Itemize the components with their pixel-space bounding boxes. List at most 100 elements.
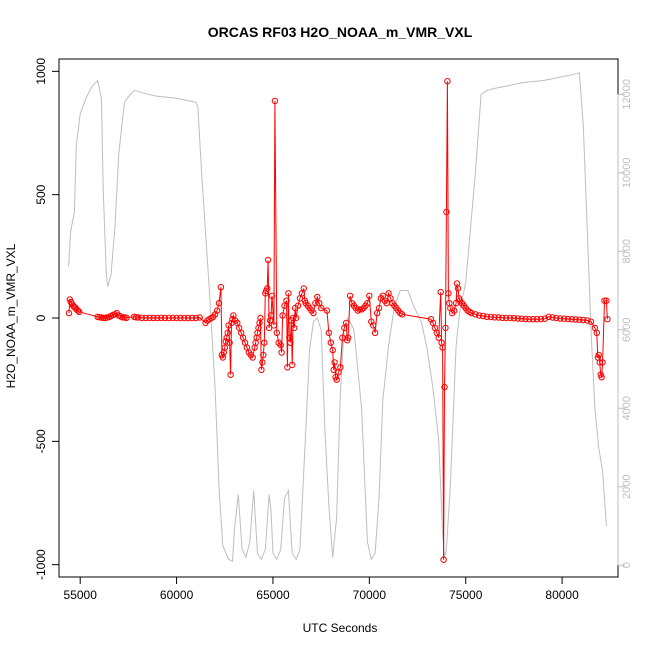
data-point (318, 304, 325, 312)
data-point (356, 306, 363, 313)
data-point (518, 315, 525, 322)
data-point (227, 371, 234, 378)
data-point (491, 314, 498, 321)
data-point (323, 307, 331, 314)
data-point (442, 324, 449, 332)
data-point (181, 314, 188, 322)
data-point (278, 349, 285, 356)
data-point (150, 314, 157, 322)
data-point (314, 293, 321, 301)
data-point (173, 314, 180, 322)
data-point (138, 314, 146, 321)
data-point (371, 329, 379, 336)
data-point (294, 302, 302, 309)
data-point (437, 288, 444, 296)
data-point (184, 314, 192, 322)
data-point (192, 314, 200, 322)
y-tick-label: 500 (34, 184, 48, 204)
data-point (249, 354, 256, 361)
data-point (226, 339, 233, 346)
data-point (291, 324, 298, 332)
data-point (451, 307, 458, 314)
data-point (100, 314, 107, 321)
data-point (476, 312, 483, 319)
primary-series-layer (65, 78, 611, 563)
data-point (495, 314, 502, 321)
data-point (261, 339, 268, 346)
y2-tick-label: 0 (621, 562, 633, 568)
data-point (483, 313, 491, 320)
y-tick-label: 1000 (34, 58, 48, 85)
data-point (468, 309, 475, 317)
data-point (258, 366, 265, 373)
data-point (221, 344, 229, 351)
axes-layer: 55000 60000 65000 70000 75000 80000-1000-5000… (34, 58, 633, 602)
data-point (154, 314, 161, 322)
data-point (564, 315, 572, 323)
data-point (229, 316, 236, 323)
data-point (257, 314, 264, 322)
data-point (277, 341, 284, 349)
data-point (472, 311, 479, 318)
data-point (310, 309, 317, 317)
data-point (514, 315, 521, 322)
data-point (146, 314, 153, 321)
data-point (454, 285, 462, 292)
data-point (576, 316, 583, 323)
data-point (259, 359, 266, 366)
data-point (537, 315, 545, 323)
data-point (123, 314, 130, 321)
data-point (211, 311, 219, 318)
x-tick-label: 80000 (545, 588, 579, 602)
data-point (300, 285, 307, 292)
x-tick-label: 75000 (449, 588, 483, 602)
data-point (325, 329, 333, 336)
data-point (503, 314, 510, 322)
data-point (273, 329, 280, 336)
y2-tick-label: 12000 (621, 79, 633, 110)
data-point (443, 208, 450, 216)
data-point (217, 284, 225, 291)
data-point (370, 322, 377, 329)
data-point (596, 359, 603, 366)
data-point (343, 319, 350, 327)
data-point (337, 364, 344, 371)
data-point (584, 317, 591, 324)
secondary-series-layer (68, 72, 607, 563)
y2-axis: 0 2000 4000 6000 8000 10000 12000 (617, 79, 633, 568)
data-point (265, 324, 273, 332)
data-point (312, 300, 319, 307)
data-point (287, 339, 294, 346)
data-point (330, 366, 337, 373)
data-point (289, 361, 296, 369)
y-axis-label: H2O_NOAA_m_VMR_VXL (4, 243, 18, 388)
x-tick-label: 70000 (353, 588, 387, 602)
data-point (285, 290, 292, 297)
data-point (292, 314, 300, 322)
data-point (545, 313, 552, 320)
x-tick-label: 65000 (256, 588, 290, 602)
data-point (510, 315, 518, 322)
data-point (572, 316, 579, 323)
y-axis: -1000 -500 0 500 1000 (34, 58, 60, 580)
data-point (444, 78, 451, 85)
x-axis-label: UTC Seconds (303, 621, 378, 635)
data-point (267, 312, 275, 319)
data-point (134, 314, 142, 321)
data-point (224, 329, 231, 336)
data-point (375, 304, 383, 312)
data-point (213, 307, 221, 314)
data-point (65, 309, 73, 317)
y2-tick-label: 10000 (621, 158, 633, 189)
data-point (587, 318, 595, 325)
data-point (74, 307, 82, 314)
data-point (366, 292, 373, 299)
data-point (188, 314, 196, 322)
data-point (161, 314, 169, 322)
data-point (441, 383, 448, 391)
data-point (601, 297, 608, 304)
data-point (487, 313, 494, 321)
data-point (598, 374, 605, 381)
